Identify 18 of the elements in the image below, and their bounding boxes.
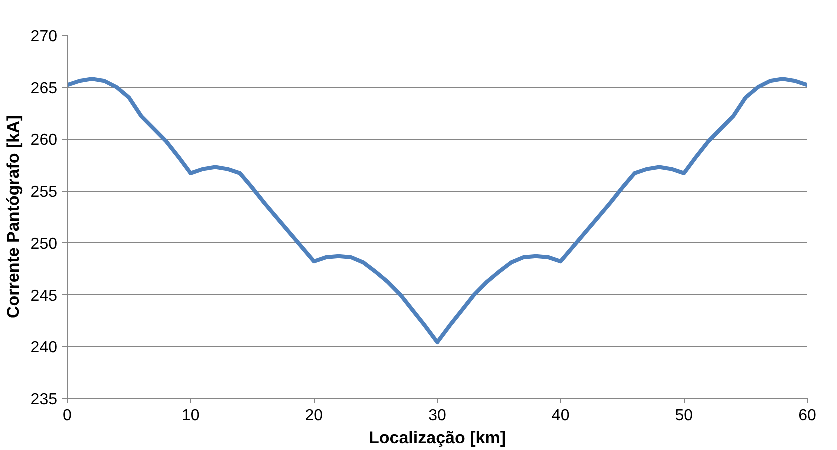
y-tick-label: 250 bbox=[30, 236, 58, 253]
y-tick-label: 270 bbox=[30, 28, 58, 46]
y-axis-title: Corrente Pantógrafo [kA] bbox=[4, 115, 23, 319]
y-tick-label: 255 bbox=[30, 184, 58, 202]
x-tick-label: 60 bbox=[798, 408, 816, 424]
x-tick-label: 50 bbox=[675, 408, 694, 424]
x-tick-label: 30 bbox=[428, 408, 446, 424]
y-tick-label: 265 bbox=[30, 80, 58, 98]
y-tick-label: 240 bbox=[30, 340, 58, 357]
y-tick-label: 235 bbox=[30, 392, 58, 408]
line-series bbox=[68, 77, 808, 344]
y-tick-label: 245 bbox=[30, 288, 58, 305]
y-tick-label: 260 bbox=[30, 132, 58, 150]
x-tick-label: 10 bbox=[182, 408, 200, 424]
x-axis-title: Localização [km] bbox=[369, 428, 506, 448]
x-tick-label: 20 bbox=[305, 408, 324, 424]
x-tick-label: 0 bbox=[63, 408, 72, 424]
x-tick-label: 40 bbox=[552, 408, 570, 424]
